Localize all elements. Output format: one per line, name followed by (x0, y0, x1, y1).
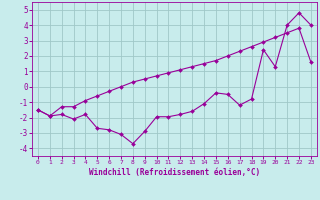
X-axis label: Windchill (Refroidissement éolien,°C): Windchill (Refroidissement éolien,°C) (89, 168, 260, 177)
